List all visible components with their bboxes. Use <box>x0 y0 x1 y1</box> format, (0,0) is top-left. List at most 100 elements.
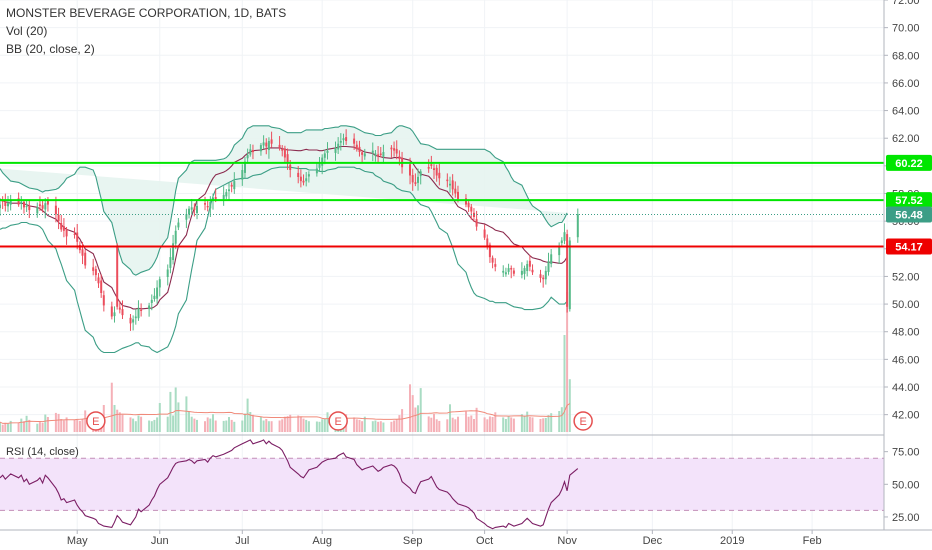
candle[interactable] <box>174 225 177 250</box>
candle[interactable] <box>510 265 513 279</box>
candle[interactable] <box>419 169 422 185</box>
candle[interactable] <box>307 171 310 183</box>
candle[interactable] <box>265 138 268 155</box>
candle[interactable] <box>353 133 356 150</box>
candle[interactable] <box>41 200 44 213</box>
candle[interactable] <box>433 164 435 179</box>
candle[interactable] <box>568 237 571 312</box>
earnings-marker[interactable]: E <box>328 411 348 431</box>
candle[interactable] <box>542 274 545 288</box>
candle[interactable] <box>76 224 79 250</box>
candle[interactable] <box>28 199 31 219</box>
candle[interactable] <box>177 218 180 231</box>
earnings-marker[interactable]: E <box>573 411 593 431</box>
candle[interactable] <box>371 142 374 162</box>
candle[interactable] <box>116 243 119 310</box>
candle[interactable] <box>73 227 76 239</box>
candle[interactable] <box>523 265 526 280</box>
candle[interactable] <box>148 302 151 317</box>
candle[interactable] <box>520 262 523 279</box>
candle[interactable] <box>494 258 497 272</box>
candle[interactable] <box>512 267 515 277</box>
candle[interactable] <box>60 214 63 232</box>
candle[interactable] <box>526 260 529 277</box>
candle[interactable] <box>435 164 438 182</box>
candle[interactable] <box>188 206 190 219</box>
candle[interactable] <box>172 234 175 265</box>
candle[interactable] <box>150 294 153 311</box>
candle[interactable] <box>65 226 68 245</box>
candle[interactable] <box>190 198 193 215</box>
candle[interactable] <box>97 272 100 288</box>
candle[interactable] <box>342 133 345 146</box>
candle[interactable] <box>355 140 358 152</box>
candle[interactable] <box>305 171 308 187</box>
candle[interactable] <box>390 145 393 158</box>
candle[interactable] <box>0 199 1 216</box>
candle[interactable] <box>206 199 209 212</box>
candle[interactable] <box>132 315 135 331</box>
candle[interactable] <box>451 174 454 196</box>
candle[interactable] <box>550 249 553 268</box>
candle[interactable] <box>20 196 23 210</box>
candle[interactable] <box>185 208 188 229</box>
candle[interactable] <box>233 172 236 194</box>
candle[interactable] <box>417 168 419 191</box>
candle[interactable] <box>36 202 39 218</box>
candle[interactable] <box>57 207 60 230</box>
candle[interactable] <box>110 301 113 320</box>
candle[interactable] <box>267 137 270 159</box>
candle[interactable] <box>528 255 531 272</box>
candle[interactable] <box>438 163 441 186</box>
candle[interactable] <box>467 199 470 213</box>
candle[interactable] <box>544 266 547 285</box>
candle[interactable] <box>563 223 566 245</box>
candle[interactable] <box>379 146 382 158</box>
candle[interactable] <box>4 193 7 212</box>
candle[interactable] <box>134 309 137 325</box>
candle[interactable] <box>302 174 305 186</box>
candle[interactable] <box>483 224 486 240</box>
candle[interactable] <box>446 173 449 188</box>
candle[interactable] <box>507 263 510 275</box>
candle[interactable] <box>156 280 159 304</box>
candle[interactable] <box>449 176 451 193</box>
candle[interactable] <box>158 276 161 297</box>
earnings-marker[interactable]: E <box>86 411 106 431</box>
candle[interactable] <box>326 142 329 160</box>
candle[interactable] <box>377 146 380 164</box>
horizontal-lines[interactable] <box>0 161 884 248</box>
candle[interactable] <box>153 288 156 302</box>
rsi-panel[interactable]: RSI (14, close) <box>0 434 884 530</box>
candle[interactable] <box>283 145 286 163</box>
candle[interactable] <box>9 194 12 211</box>
candle[interactable] <box>470 204 473 220</box>
candle[interactable] <box>7 195 9 212</box>
candle[interactable] <box>270 131 273 148</box>
candle[interactable] <box>566 229 569 313</box>
candle[interactable] <box>137 300 140 321</box>
candle[interactable] <box>358 140 361 157</box>
candle[interactable] <box>102 290 105 312</box>
candle[interactable] <box>374 150 377 162</box>
candle[interactable] <box>259 143 262 156</box>
candle[interactable] <box>166 264 169 286</box>
candle[interactable] <box>345 129 348 145</box>
candle[interactable] <box>38 196 41 211</box>
candle[interactable] <box>414 173 417 187</box>
candle[interactable] <box>140 303 143 317</box>
candle[interactable] <box>84 249 87 269</box>
candle[interactable] <box>393 141 396 157</box>
candle[interactable] <box>228 182 230 200</box>
candle[interactable] <box>249 144 252 157</box>
candle[interactable] <box>539 269 542 283</box>
candle[interactable] <box>23 199 25 214</box>
candle[interactable] <box>363 148 366 160</box>
candle[interactable] <box>411 168 414 191</box>
candle[interactable] <box>323 149 326 165</box>
candle[interactable] <box>454 181 457 198</box>
candle[interactable] <box>286 148 289 170</box>
candle[interactable] <box>395 140 398 160</box>
candle[interactable] <box>230 182 233 193</box>
